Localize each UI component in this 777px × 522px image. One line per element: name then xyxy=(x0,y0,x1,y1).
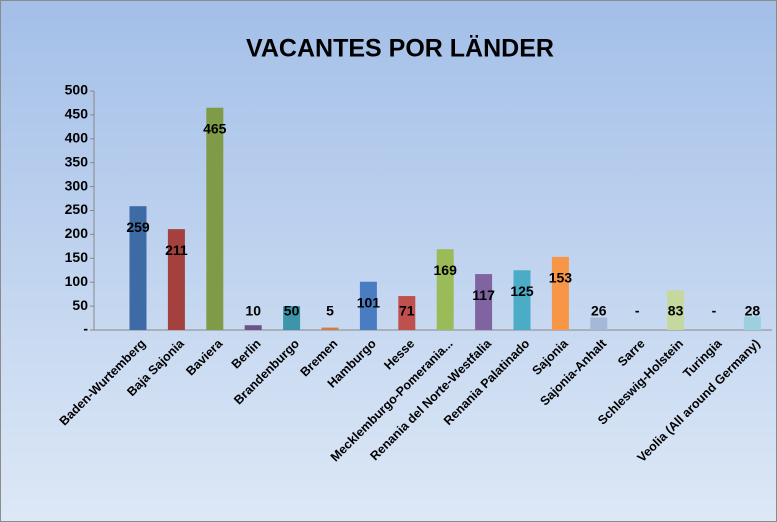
y-tick-label: - xyxy=(83,321,88,337)
data-label: 71 xyxy=(399,303,415,319)
bar xyxy=(206,107,224,330)
data-label: 10 xyxy=(245,303,261,319)
bar xyxy=(743,316,761,330)
bar xyxy=(167,229,185,330)
bar xyxy=(398,296,416,330)
data-label: 5 xyxy=(326,303,334,319)
y-tick-label: 200 xyxy=(65,225,89,241)
bar xyxy=(283,306,301,330)
bar xyxy=(359,281,377,330)
bar xyxy=(129,206,147,330)
bar xyxy=(475,274,493,330)
data-label: 259 xyxy=(126,219,150,235)
data-label: - xyxy=(635,303,640,319)
y-tick-label: 50 xyxy=(72,297,88,313)
data-label: - xyxy=(712,303,717,319)
data-label: 26 xyxy=(591,303,607,319)
data-label: 465 xyxy=(203,120,227,136)
data-label: 83 xyxy=(668,303,684,319)
y-tick-label: 350 xyxy=(65,153,89,169)
data-label: 50 xyxy=(284,303,300,319)
bar xyxy=(590,317,608,330)
chart-title: VACANTES POR LÄNDER xyxy=(246,35,554,63)
data-label: 169 xyxy=(434,262,458,278)
data-label: 28 xyxy=(745,303,761,319)
bar xyxy=(436,249,454,330)
y-tick-label: 500 xyxy=(65,82,89,98)
y-tick-label: 400 xyxy=(65,130,89,146)
y-tick-label: 450 xyxy=(65,106,89,122)
bar xyxy=(667,290,685,330)
bar xyxy=(321,327,339,330)
data-label: 117 xyxy=(472,287,495,303)
bar xyxy=(513,270,531,330)
y-tick-label: 100 xyxy=(65,273,89,289)
data-label: 153 xyxy=(549,270,573,286)
y-tick-label: 150 xyxy=(65,249,89,265)
data-label: 125 xyxy=(510,283,534,299)
y-tick-label: 250 xyxy=(65,201,89,217)
y-tick-label: 300 xyxy=(65,177,89,193)
data-label: 211 xyxy=(165,242,188,258)
bar xyxy=(551,256,569,330)
bar xyxy=(244,325,262,330)
data-label: 101 xyxy=(357,294,381,310)
